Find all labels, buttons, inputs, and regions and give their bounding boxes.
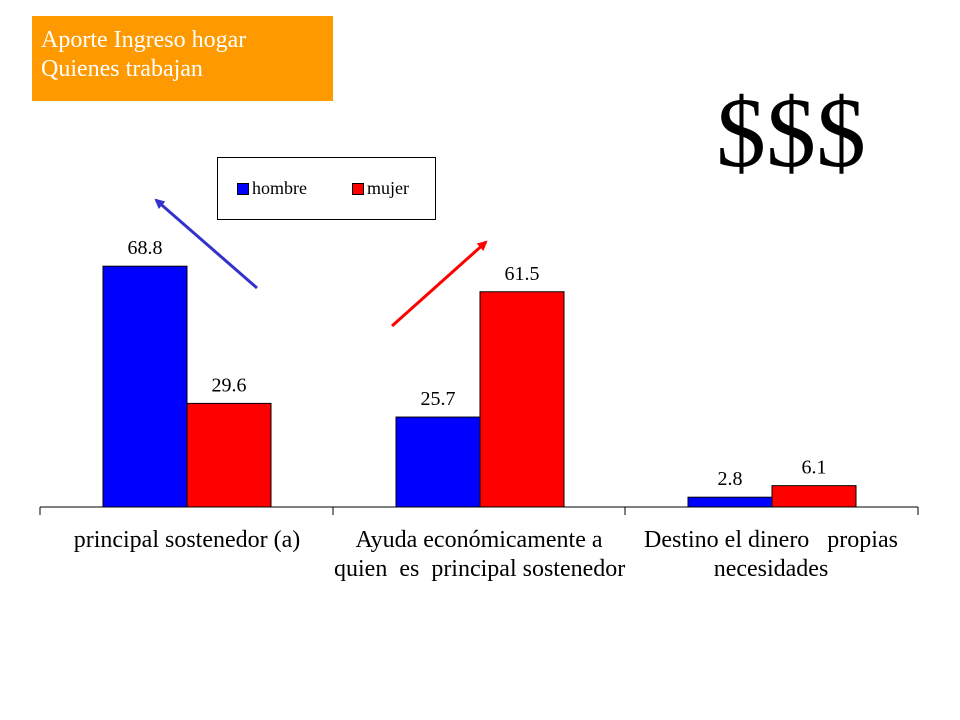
legend-swatch-mujer [352,182,364,195]
bar-hombre-1 [395,416,481,508]
value-label-mujer-0: 29.6 [212,374,247,396]
value-labels-group: 68.8 25.7 2.8 29.6 61.5 6.1 [128,237,827,490]
category-label-2: Destino el dinero propias necesidades [626,526,916,584]
value-label-hombre-2: 2.8 [718,468,743,490]
red-arrow [391,240,488,328]
bar-mujer-2 [771,485,857,508]
legend-item-mujer: mujer [352,178,409,199]
legend: hombre mujer [217,157,436,220]
category-label-1-line-2: quien es principal sostenedor [334,556,626,582]
value-label-mujer-2: 6.1 [802,457,827,479]
bar-mujer-1 [479,291,565,508]
value-label-hombre-1: 25.7 [421,388,456,410]
legend-label-hombre: hombre [252,178,307,198]
category-label-1-line-1: Ayuda económicamente a [355,527,603,553]
legend-item-hombre: hombre [237,178,307,199]
title-box: Aporte Ingreso hogar Quienes trabajan [32,16,333,101]
value-label-mujer-1: 61.5 [505,263,540,285]
bars-group [102,265,857,508]
category-label-0-line-1: principal sostenedor (a) [73,527,301,553]
bar-hombre-2 [687,496,773,508]
blue-arrow [154,198,258,290]
x-axis [39,506,919,515]
category-label-0: principal sostenedor (a) [42,526,332,555]
category-label-2-line-1: Destino el dinero propias [644,527,898,553]
bar-hombre-0 [102,265,188,508]
title-line-1: Aporte Ingreso hogar [41,27,247,53]
bar-mujer-0 [186,402,272,508]
category-label-2-line-2: necesidades [713,556,829,582]
title-line-2: Quienes trabajan [41,56,203,82]
legend-swatch-hombre [237,182,249,195]
legend-label-mujer: mujer [367,178,409,198]
dollar-signs: $$$ [716,77,866,188]
category-label-1: Ayuda económicamente a quien es principa… [334,526,626,584]
value-label-hombre-0: 68.8 [128,237,163,259]
